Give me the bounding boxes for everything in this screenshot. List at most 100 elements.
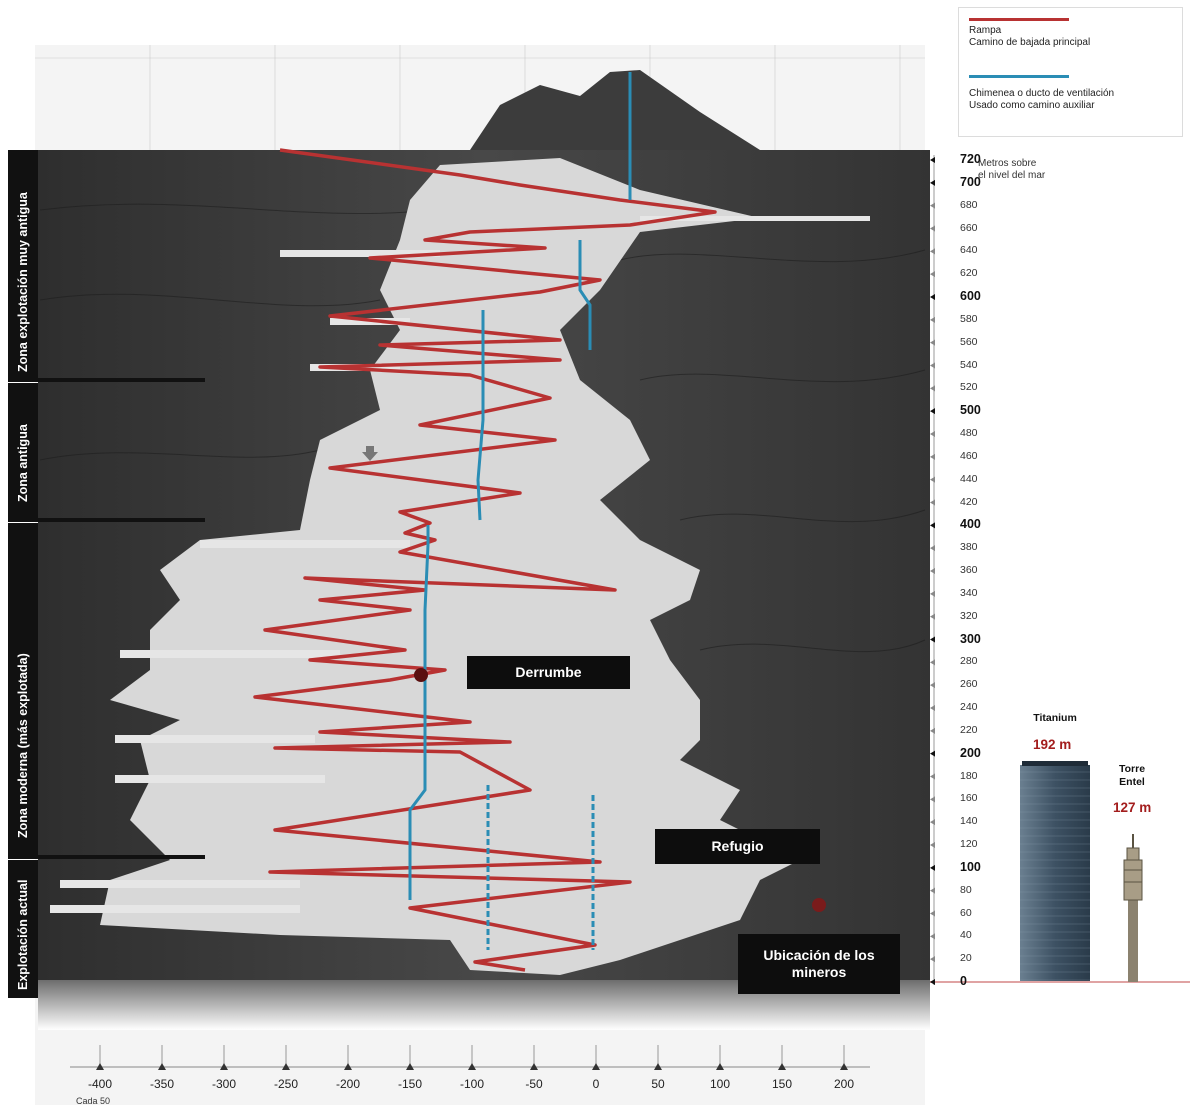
derrumbe-callout: Derrumbe (467, 656, 630, 689)
x-tick-arrow (840, 1063, 848, 1070)
zone-label-current: Explotación actual (16, 879, 30, 990)
elevation-tick (930, 613, 935, 620)
x-tick-arrow (468, 1063, 476, 1070)
elevation-tick (930, 476, 935, 483)
elevation-label: 700 (960, 174, 981, 189)
rampa-desc: Camino de bajada principal (969, 37, 1091, 48)
x-tick-label: -50 (525, 1077, 543, 1091)
elevation-label: 520 (960, 381, 978, 394)
elevation-tick (930, 453, 935, 460)
excavated-zone (100, 158, 800, 975)
x-tick-arrow (344, 1063, 352, 1070)
elevation-label: 540 (960, 358, 978, 371)
elevation-label: 240 (960, 701, 978, 713)
elevation-label: 40 (960, 929, 972, 942)
elevation-label: 300 (960, 631, 981, 646)
entel-name-line2: Entel (1119, 776, 1145, 788)
elevation-tick (930, 179, 935, 186)
elevation-tick (930, 248, 935, 255)
titanium-height: 192 m (1033, 737, 1072, 752)
elevation-label: 400 (960, 517, 981, 532)
elevation-label: 180 (960, 769, 978, 782)
elevation-tick (930, 385, 935, 392)
elevation-tick (930, 271, 935, 278)
elevation-label: 560 (960, 335, 978, 348)
zone-bar-very-old (8, 150, 38, 380)
zone-label-old: Zona antigua (16, 424, 30, 502)
titanium-tower (1020, 761, 1090, 981)
miners-marker (812, 898, 826, 912)
x-tick-label: 0 (592, 1077, 600, 1091)
torre-entel (1123, 834, 1143, 982)
x-tick-label: -300 (211, 1077, 237, 1091)
elevation-label: 280 (960, 655, 978, 668)
elevation-label: 20 (960, 952, 972, 965)
zone-label-very-old: Zona explotación muy antigua (16, 192, 30, 372)
zone-bar-old (8, 383, 38, 520)
rampa-title: Rampa (969, 25, 1002, 36)
x-tick-arrow (530, 1063, 538, 1070)
elevation-tick (930, 864, 935, 871)
zone-separators (8, 378, 205, 859)
derrumbe-marker (414, 668, 428, 682)
elevation-label: 500 (960, 403, 981, 418)
x-tick-label: 50 (651, 1077, 665, 1091)
refugio-callout: Refugio (655, 829, 820, 864)
elevation-label: 380 (960, 541, 978, 554)
elevation-label: 480 (960, 427, 978, 439)
elevation-tick (930, 727, 935, 734)
elevation-tick (930, 636, 935, 643)
down-arrow-icon (362, 446, 378, 461)
x-tick-arrow (158, 1063, 166, 1070)
elevation-label: 200 (960, 745, 981, 760)
x-tick-arrow (592, 1063, 600, 1070)
chimenea-title: Chimenea o ducto de ventilación (969, 88, 1115, 99)
titanium-name: Titanium (1033, 712, 1077, 724)
elevation-tick (930, 339, 935, 346)
x-tick-label: 200 (833, 1077, 855, 1091)
elevation-tick (930, 750, 935, 757)
chimenea-swatch (969, 75, 1069, 78)
x-tick-label: -350 (149, 1077, 175, 1091)
zone-label-modern: Zona moderna (más explotada) (16, 653, 30, 838)
elevation-label: 720 (960, 152, 981, 166)
elevation-label: 100 (960, 859, 981, 874)
elevation-label: 220 (960, 723, 978, 736)
chimenea-shafts (408, 72, 632, 950)
elevation-tick (930, 362, 935, 369)
elevation-tick (930, 202, 935, 209)
elevation-label: 80 (960, 883, 972, 896)
elevation-unit-line2: el nivel del mar (978, 170, 1046, 181)
x-axis (70, 1045, 870, 1070)
elevation-tick (930, 225, 935, 232)
elevation-tick (930, 682, 935, 689)
elevation-unit-line1: Metros sobre (978, 158, 1037, 169)
elevation-tick (930, 819, 935, 826)
elevation-label: 440 (960, 472, 978, 485)
entel-name: Torre Entel (1110, 763, 1154, 789)
elevation-label: 260 (960, 678, 978, 691)
entel-name-line1: Torre (1118, 763, 1146, 775)
elevation-label: 320 (960, 609, 978, 622)
elevation-label: 460 (960, 449, 978, 462)
x-tick-label: 100 (709, 1077, 731, 1091)
elevation-tick (930, 773, 935, 780)
elevation-tick (930, 408, 935, 415)
x-tick-arrow (654, 1063, 662, 1070)
x-tick-arrow (406, 1063, 414, 1070)
elevation-tick (930, 887, 935, 894)
chimenea-desc: Usado como camino auxiliar (969, 100, 1095, 111)
elevation-tick (930, 979, 935, 985)
elevation-label: 620 (960, 267, 978, 280)
elevation-tick (930, 910, 935, 917)
miners-callout-line1: Ubicación de los (763, 947, 875, 963)
elevation-tick (930, 956, 935, 963)
elevation-tick (930, 545, 935, 552)
elevation-label: 680 (960, 198, 978, 211)
elevation-label: 660 (960, 221, 978, 234)
elevation-label: 140 (960, 815, 978, 828)
x-tick-label: -150 (397, 1077, 423, 1091)
elevation-label: 0 (960, 974, 967, 988)
elevation-tick (930, 431, 935, 437)
elevation-tick (930, 568, 935, 574)
